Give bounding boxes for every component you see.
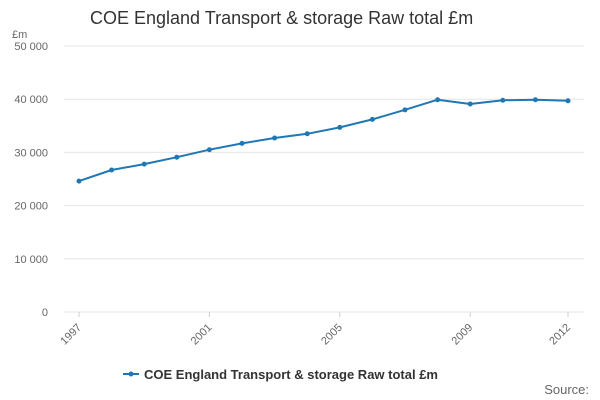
chart-title: COE England Transport & storage Raw tota… bbox=[90, 8, 473, 28]
data-point[interactable] bbox=[467, 101, 473, 107]
x-tick-label: 2005 bbox=[319, 322, 345, 348]
data-point[interactable] bbox=[500, 97, 506, 103]
data-point[interactable] bbox=[532, 97, 538, 103]
data-point[interactable] bbox=[304, 131, 310, 137]
data-point[interactable] bbox=[174, 154, 180, 160]
y-axis-unit-label: £m bbox=[12, 29, 27, 41]
x-tick-label: 2012 bbox=[547, 322, 573, 348]
x-tick-label: 2001 bbox=[189, 322, 215, 348]
data-point[interactable] bbox=[402, 107, 408, 113]
y-tick-label: 20 000 bbox=[14, 201, 48, 213]
y-tick-label: 10 000 bbox=[14, 254, 48, 266]
series-layer bbox=[76, 97, 571, 184]
data-point[interactable] bbox=[239, 140, 245, 146]
x-tick-label: 1997 bbox=[58, 322, 84, 348]
data-point[interactable] bbox=[565, 98, 571, 104]
data-point[interactable] bbox=[109, 167, 115, 173]
x-axis-ticks: 1997 2001 2005 2009 2012 bbox=[58, 312, 573, 347]
source-label: Source: bbox=[544, 382, 589, 397]
data-point[interactable] bbox=[272, 135, 278, 141]
y-tick-label: 50 000 bbox=[14, 41, 48, 53]
gridlines bbox=[64, 45, 584, 313]
y-tick-label: 30 000 bbox=[14, 147, 48, 159]
y-axis-ticks: 0 10 000 20 000 30 000 40 000 50 000 bbox=[14, 41, 48, 319]
data-point[interactable] bbox=[337, 124, 343, 130]
data-point[interactable] bbox=[206, 147, 212, 153]
series-line bbox=[78, 98, 569, 183]
data-point[interactable] bbox=[369, 116, 375, 122]
data-point[interactable] bbox=[435, 97, 441, 103]
legend[interactable]: COE England Transport & storage Raw tota… bbox=[123, 367, 438, 382]
legend-dot-marker bbox=[128, 371, 134, 377]
data-point[interactable] bbox=[76, 178, 82, 184]
x-tick-label: 2009 bbox=[450, 322, 476, 348]
data-point[interactable] bbox=[141, 161, 147, 167]
y-tick-label: 0 bbox=[42, 307, 48, 319]
y-tick-label: 40 000 bbox=[14, 94, 48, 106]
legend-label: COE England Transport & storage Raw tota… bbox=[144, 367, 438, 382]
